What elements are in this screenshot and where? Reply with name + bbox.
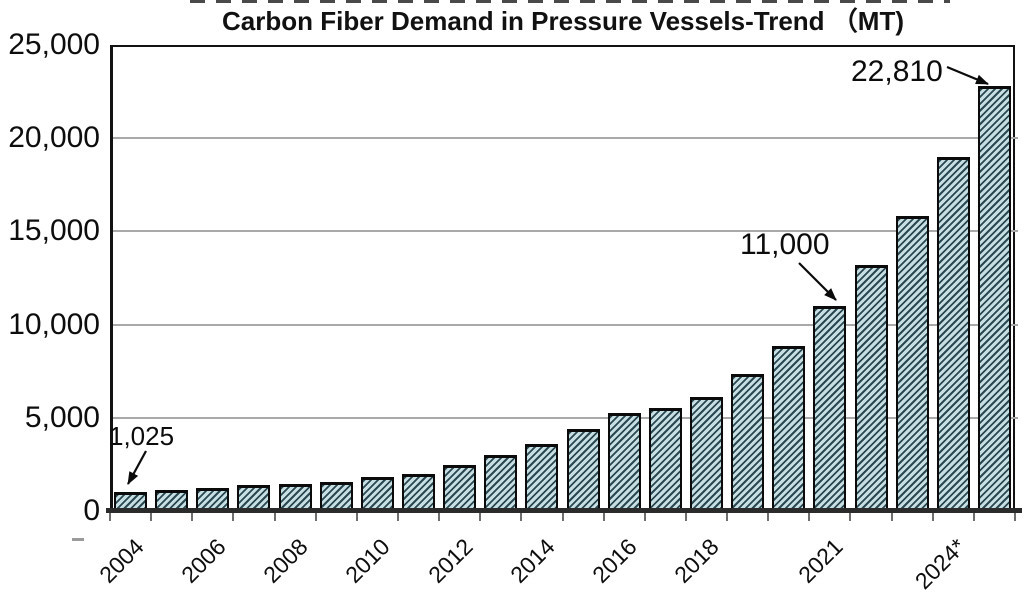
x-axis-label: 2004 <box>93 533 149 588</box>
tick-mark <box>561 513 564 521</box>
y-axis-label: 20,000 <box>8 121 100 155</box>
annotation-label: 22,810 <box>851 55 943 88</box>
bar <box>854 264 888 511</box>
bar <box>566 428 600 511</box>
x-axis-label: 2018 <box>669 533 725 588</box>
x-axis-label: 2012 <box>422 533 478 588</box>
bar <box>237 484 271 511</box>
x-axis-label: 2008 <box>258 533 313 588</box>
gridline <box>113 230 1018 233</box>
y-axis-label: 0 <box>83 494 100 527</box>
bar <box>443 465 477 511</box>
annotation-label: 1,025 <box>109 421 175 451</box>
bar <box>731 373 765 511</box>
tick-mark <box>602 513 605 521</box>
tick-mark <box>273 513 276 521</box>
bar <box>607 413 641 511</box>
bar <box>114 491 148 511</box>
tick-mark <box>890 513 893 521</box>
chart-title: Carbon Fiber Demand in Pressure Vessels-… <box>222 6 904 36</box>
bar <box>196 487 230 511</box>
gridline <box>113 323 1018 326</box>
bar <box>319 482 353 511</box>
tick-mark <box>520 513 523 521</box>
tick-mark <box>808 513 811 521</box>
bar <box>525 443 559 511</box>
bar <box>155 490 189 511</box>
tick-mark <box>191 513 194 521</box>
tick-mark <box>972 513 975 521</box>
tick-mark <box>438 513 441 521</box>
tick-mark <box>684 513 687 521</box>
bar <box>813 305 847 511</box>
y-axis-label: 15,000 <box>8 214 100 248</box>
annotation-label: 11,000 <box>740 228 830 261</box>
y-axis-label: 10,000 <box>8 307 100 341</box>
x-axis-label: 2016 <box>587 533 642 588</box>
tick-mark <box>396 513 399 521</box>
tick-mark <box>726 513 729 521</box>
tick-mark <box>479 513 482 521</box>
gridline <box>113 416 1018 419</box>
bar <box>360 477 394 511</box>
stray-dash-artifact <box>72 538 84 541</box>
x-axis-label: 2006 <box>175 533 231 588</box>
bar <box>936 156 970 511</box>
y-axis-label: 5,000 <box>24 400 100 434</box>
tick-mark <box>232 513 235 521</box>
bar <box>772 346 806 511</box>
y-axis-label: 25,000 <box>8 28 100 61</box>
tick-mark <box>1014 513 1016 521</box>
x-axis-label: 2014 <box>505 533 560 588</box>
bar <box>648 407 682 511</box>
tick-mark <box>931 513 934 521</box>
tick-mark <box>643 513 646 521</box>
tick-mark <box>314 513 317 521</box>
x-axis-line <box>106 508 1022 513</box>
bar <box>484 455 518 511</box>
tick-mark <box>849 513 852 521</box>
tick-mark <box>109 513 111 521</box>
tick-mark <box>150 513 153 521</box>
x-axis-label: 2010 <box>340 533 396 588</box>
bar <box>689 397 723 511</box>
tick-mark <box>767 513 770 521</box>
cropped-text-artifact <box>190 0 950 3</box>
bar <box>895 216 929 511</box>
bar <box>278 483 312 511</box>
x-axis-label: 2024* <box>910 533 971 595</box>
bar <box>977 85 1011 511</box>
x-axis-label: 2021 <box>792 533 848 588</box>
bar <box>402 473 436 511</box>
tick-mark <box>355 513 358 521</box>
gridline <box>113 137 1018 140</box>
